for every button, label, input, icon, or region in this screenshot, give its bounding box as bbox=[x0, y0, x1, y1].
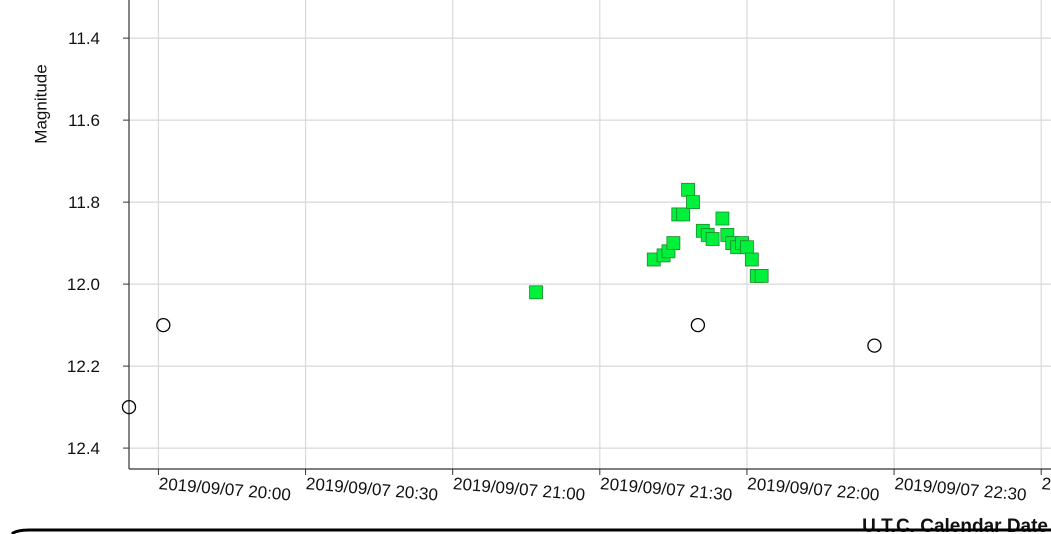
data-point bbox=[666, 236, 681, 251]
data-point bbox=[681, 182, 695, 197]
x-tick-label: 2019/09/07 22:00 bbox=[747, 474, 881, 504]
data-point bbox=[867, 338, 882, 353]
y-tick-label: 12.2 bbox=[67, 357, 100, 376]
y-tick-label: 11.8 bbox=[68, 193, 100, 212]
data-point bbox=[705, 232, 720, 246]
y-tick-label: 11.6 bbox=[68, 111, 100, 130]
data-point bbox=[686, 195, 700, 210]
data-point bbox=[156, 317, 171, 333]
y-tick-label: 12.0 bbox=[67, 275, 100, 294]
x-tick-label: 2019/09/07 23:00 bbox=[1041, 474, 1051, 504]
data-point bbox=[715, 211, 730, 226]
data-point bbox=[744, 252, 759, 267]
x-tick-label: 2019/09/07 22:30 bbox=[894, 474, 1028, 504]
data-point bbox=[740, 240, 754, 255]
y-axis-title: Magnitude bbox=[31, 64, 50, 143]
data-point bbox=[754, 269, 769, 283]
frame-edge bbox=[10, 528, 1051, 534]
y-tick-label: 12.4 bbox=[67, 439, 100, 458]
data-point bbox=[529, 285, 543, 300]
x-tick-label: 2019/09/07 21:30 bbox=[599, 474, 733, 504]
x-tick-label: 2019/09/07 20:00 bbox=[158, 474, 292, 504]
data-point bbox=[121, 399, 137, 415]
data-point bbox=[690, 317, 706, 333]
y-tick-label: 11.4 bbox=[68, 29, 100, 48]
data-point bbox=[676, 207, 691, 222]
x-tick-label: 2019/09/07 20:30 bbox=[305, 474, 439, 504]
x-tick-label: 2019/09/07 21:00 bbox=[452, 474, 586, 504]
